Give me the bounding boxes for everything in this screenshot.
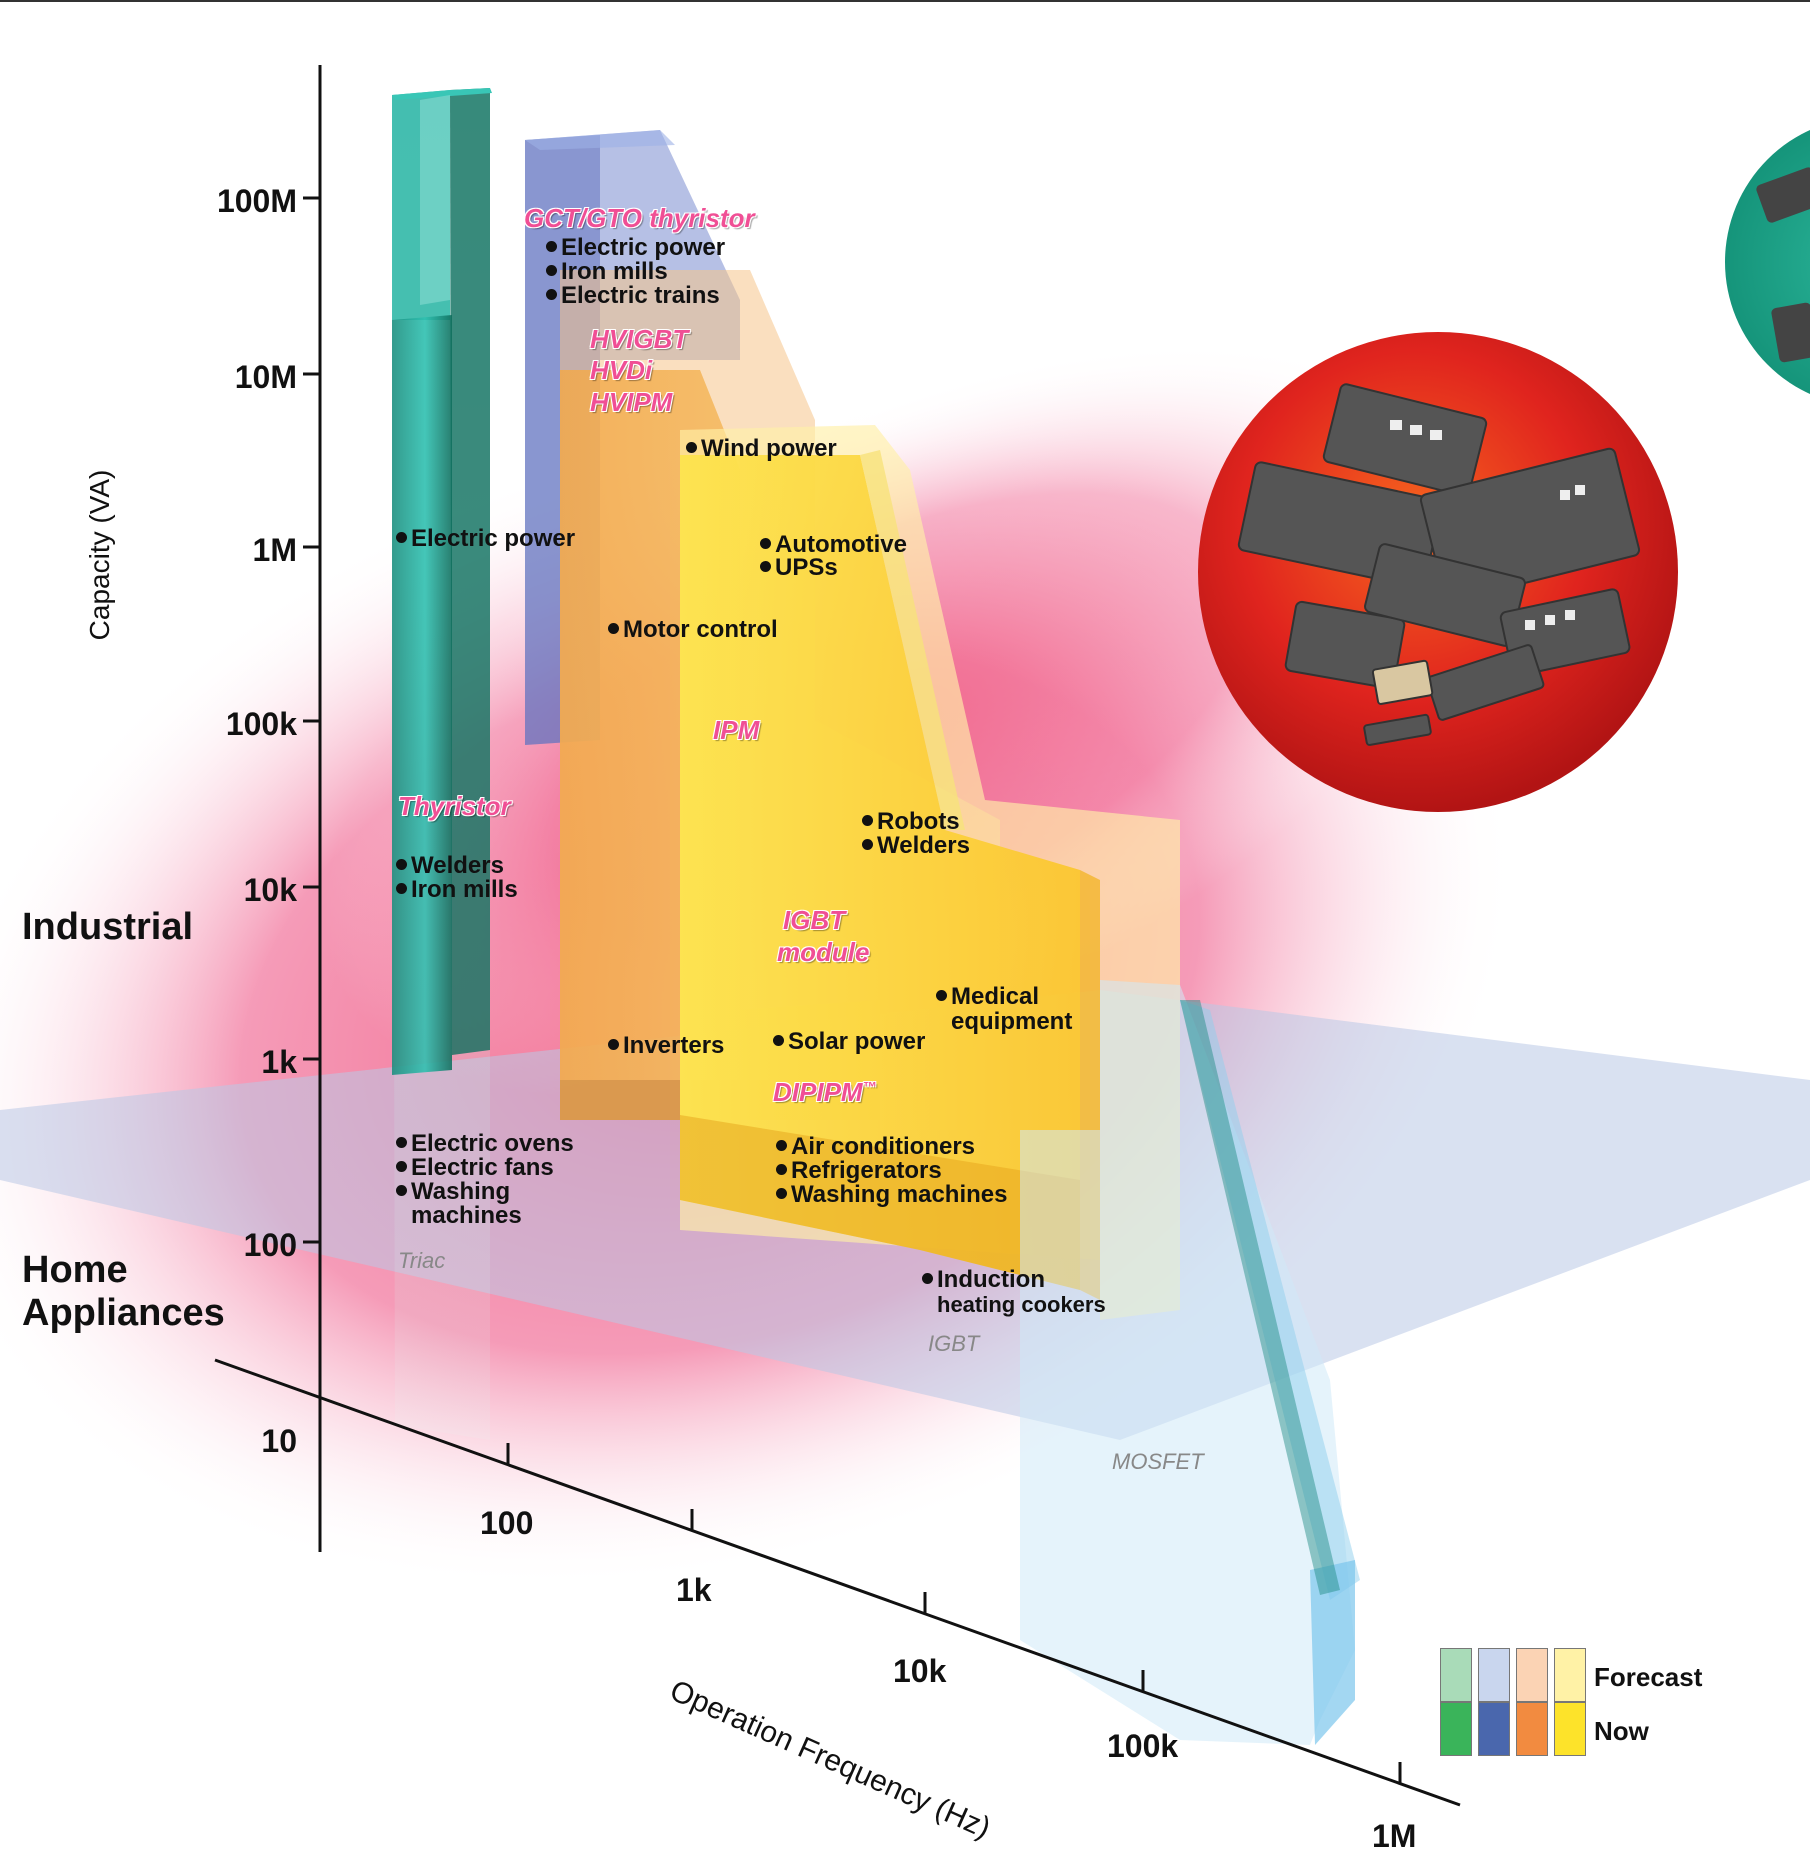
app-label-continued: machines — [411, 1202, 522, 1229]
bullet-icon — [546, 241, 557, 253]
zone-home-line1: Home — [22, 1249, 128, 1291]
device-label-triac: Triac — [398, 1248, 446, 1273]
y-tick-label: 10k — [243, 872, 297, 908]
bullet-icon — [862, 815, 873, 827]
y-axis-label: Capacity (VA) — [84, 469, 115, 641]
legend-swatch-forecast-gct — [1478, 1648, 1510, 1702]
device-label-thyristor: Thyristor — [398, 791, 511, 821]
bullet-icon — [396, 859, 407, 871]
bullet-icon — [776, 1188, 787, 1200]
app-label: Refrigerators — [776, 1159, 942, 1183]
legend-swatch-now-ipm — [1554, 1702, 1586, 1756]
legend-swatch-forecast-igbt — [1516, 1648, 1548, 1702]
device-label-mosfet: MOSFET — [1112, 1449, 1204, 1474]
trademark-mark: ™ — [862, 1078, 877, 1095]
legend-swatch-forecast-thyristor — [1440, 1648, 1472, 1702]
device-label-igbt: IGBT — [928, 1331, 980, 1356]
bullet-icon — [922, 1273, 933, 1285]
app-label: Wind power — [686, 437, 837, 461]
legend-swatch-forecast-ipm — [1554, 1648, 1586, 1702]
bullet-icon — [760, 538, 771, 550]
app-label: Induction — [922, 1268, 1045, 1292]
y-tick-label: 1k — [261, 1044, 297, 1080]
device-label-hvigbt: HVIGBT — [590, 324, 689, 354]
app-label-continued: equipment — [951, 1008, 1073, 1035]
bullet-icon — [760, 561, 771, 573]
app-label: Electric fans — [396, 1156, 554, 1180]
app-label: Welders — [396, 854, 504, 878]
module-photo-partial — [1725, 130, 1810, 394]
app-label-continued: heating cookers — [937, 1292, 1106, 1317]
bullet-icon — [862, 839, 873, 851]
zone-industrial: Industrial — [22, 906, 194, 948]
bullet-icon — [608, 623, 619, 635]
app-label: Robots — [862, 810, 960, 834]
app-label: Washing machines — [776, 1183, 1008, 1207]
device-label-hvdi: HVDi — [590, 355, 653, 385]
bullet-icon — [776, 1140, 787, 1152]
app-label: Automotive — [760, 533, 907, 557]
y-tick-label: 100 — [243, 1227, 297, 1263]
legend-swatch-now-thyristor — [1440, 1702, 1472, 1756]
bullet-icon — [396, 883, 407, 895]
bullet-icon — [396, 1161, 407, 1173]
y-tick-label: 1M — [252, 532, 297, 568]
app-label: Electric power — [396, 527, 575, 551]
y-tick-label: 100k — [225, 706, 297, 742]
app-label: Air conditioners — [776, 1135, 975, 1159]
bullet-icon — [396, 532, 407, 544]
y-tick-label: 10M — [234, 359, 297, 395]
app-label: Electric power — [546, 236, 725, 260]
x-tick-label: 100k — [1107, 1728, 1179, 1764]
bullet-icon — [776, 1164, 787, 1176]
app-label: Iron mills — [546, 260, 668, 284]
bullet-icon — [396, 1137, 407, 1149]
app-label: Medical — [936, 985, 1039, 1009]
legend-swatch-now-gct — [1478, 1702, 1510, 1756]
y-tick-label: 100M — [216, 183, 297, 219]
app-label: Electric trains — [546, 284, 720, 308]
device-label-gct-gto: GCT/GTO thyristor — [524, 203, 755, 233]
bullet-icon — [396, 1185, 407, 1197]
app-label: Welders — [862, 834, 970, 858]
device-label-igbt-module-1: IGBT — [783, 905, 846, 935]
legend-now-label: Now — [1594, 1716, 1649, 1746]
app-label: Electric ovens — [396, 1132, 574, 1156]
app-label: Motor control — [608, 618, 778, 642]
bullet-icon — [608, 1039, 619, 1051]
app-label: Washing — [396, 1180, 510, 1204]
app-label: Iron mills — [396, 878, 518, 902]
bullet-icon — [546, 289, 557, 301]
app-label: UPSs — [760, 556, 838, 580]
legend-swatch-now-igbt — [1516, 1702, 1548, 1756]
x-tick-label: 1M — [1372, 1818, 1417, 1854]
app-label: Solar power — [773, 1030, 925, 1054]
zone-home-line2: Appliances — [22, 1292, 225, 1334]
device-label-igbt-module-2: module — [777, 937, 870, 967]
device-label-ipm: IPM — [713, 715, 760, 745]
legend-forecast-label: Forecast — [1594, 1662, 1703, 1692]
device-label-dipipm: DIPIPM™ — [773, 1077, 877, 1107]
bullet-icon — [546, 265, 557, 277]
igbt-photo — [1198, 332, 1678, 812]
y-tick-label: 10 — [261, 1423, 297, 1459]
bullet-icon — [773, 1035, 784, 1047]
x-tick-label: 1k — [676, 1572, 712, 1608]
app-label: Inverters — [608, 1034, 724, 1058]
x-tick-label: 100 — [480, 1505, 534, 1541]
bullet-icon — [936, 990, 947, 1002]
x-tick-label: 10k — [893, 1653, 947, 1689]
bullet-icon — [686, 442, 697, 454]
device-label-hvipm: HVIPM — [590, 387, 673, 417]
